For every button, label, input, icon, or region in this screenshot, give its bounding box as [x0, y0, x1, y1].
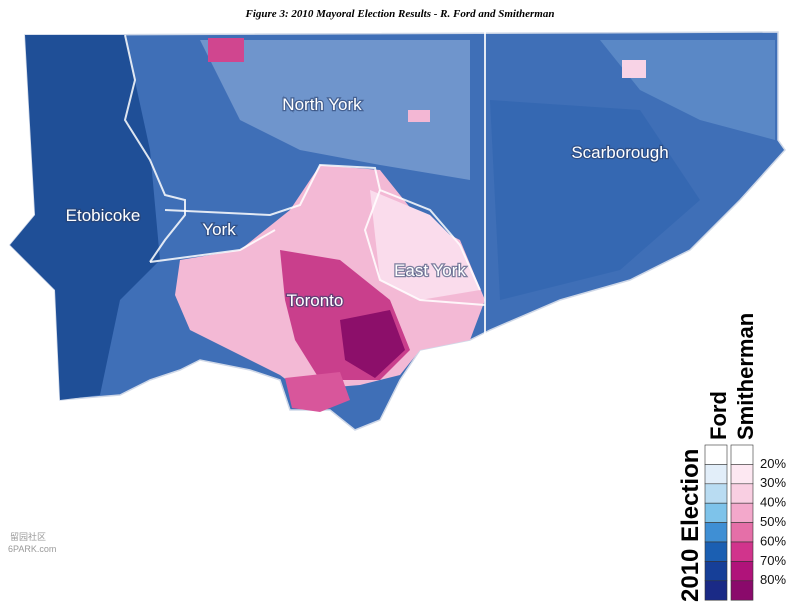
swatch [704, 580, 728, 601]
boundary [164, 163, 481, 291]
east-york-area [370, 190, 480, 300]
legend-label: 20% [760, 456, 786, 471]
swatch [704, 502, 728, 523]
swatch [730, 444, 754, 465]
swatch [704, 541, 728, 562]
swatch [730, 502, 754, 523]
district-label: Etobicoke [66, 206, 141, 225]
watermark: 留园社区 [10, 531, 46, 542]
district-label: Scarborough [571, 143, 668, 162]
legend-label: 70% [760, 553, 786, 568]
legend: 2010 Election Ford Smitherman 20% 30% 40% 5… [677, 313, 786, 602]
district-label: North York [282, 95, 362, 114]
swatch [730, 561, 754, 582]
legend-label: 40% [760, 495, 786, 510]
legend-column: Smitherman [733, 313, 758, 440]
legend-label: 30% [760, 475, 786, 490]
district-label: Toronto [287, 291, 344, 310]
legend-label: 80% [760, 572, 786, 587]
boundary [149, 229, 276, 263]
etobicoke-area [10, 35, 160, 400]
patch [208, 38, 244, 62]
district-label: East York [394, 261, 466, 280]
legend-label: 50% [760, 514, 786, 529]
boundary [123, 34, 186, 263]
patch [622, 60, 646, 78]
legend-title: 2010 Election [677, 449, 704, 602]
swatch [730, 580, 754, 601]
swatch [704, 483, 728, 504]
swatch [704, 561, 728, 582]
toronto-darkest [340, 310, 405, 378]
legend-column: Ford [706, 391, 731, 440]
swatch [730, 541, 754, 562]
swatch [730, 483, 754, 504]
patch [408, 110, 430, 122]
boundary [363, 189, 486, 306]
scarborough-mid [490, 100, 700, 300]
islands [285, 372, 350, 412]
swatch [730, 464, 754, 485]
swatch [704, 464, 728, 485]
swatch [730, 522, 754, 543]
swatch [704, 444, 728, 465]
title: Figure 3: 2010 Mayoral Election Results … [245, 8, 555, 20]
north-york-light [200, 40, 470, 180]
map [8, 31, 786, 431]
swatch [704, 522, 728, 543]
watermark: 6PARK.com [8, 544, 56, 554]
legend-label: 60% [760, 533, 786, 548]
district-label: York [202, 220, 236, 239]
